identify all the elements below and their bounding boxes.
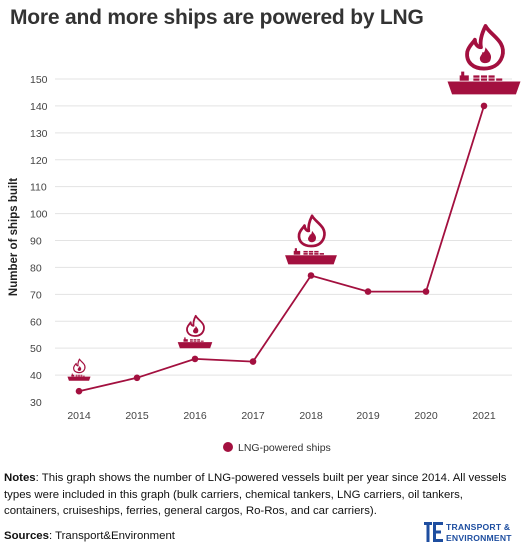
y-tick-label: 150 — [30, 74, 48, 86]
ship-with-flame-icon — [67, 358, 91, 382]
y-tick-label: 60 — [30, 316, 42, 328]
y-axis-label: Number of ships built — [8, 178, 20, 296]
data-point-2018 — [307, 272, 315, 279]
data-point-2015 — [133, 374, 141, 382]
line-chart: 30 40 50 60 70 80 90 100 110 120 130 140 150 2014 201… — [8, 24, 521, 454]
y-tick-label: 30 — [30, 397, 42, 409]
y-tick-label: 110 — [30, 182, 47, 194]
x-tick-label: 2017 — [241, 410, 265, 422]
x-tick-label: 2019 — [356, 410, 380, 422]
legend-label: LNG-powered ships — [238, 442, 331, 454]
y-tick-label: 100 — [30, 209, 48, 221]
x-tick-label: 2016 — [183, 410, 207, 422]
data-point-2017 — [249, 358, 257, 365]
data-point-2020 — [422, 288, 430, 295]
x-tick-label: 2021 — [472, 410, 496, 422]
y-tick-label: 130 — [30, 128, 48, 140]
y-tick-label: 50 — [30, 343, 42, 355]
transport-environment-logo: TRANSPORT & ENVIRONMENT — [424, 521, 520, 545]
ship-with-flame-icon — [177, 314, 213, 349]
logo-line-2: ENVIRONMENT — [446, 532, 512, 543]
x-tick-label: 2020 — [414, 410, 438, 422]
notes-text: : This graph shows the number of LNG-pow… — [4, 472, 507, 517]
legend-marker — [223, 442, 233, 452]
logo-line-1: TRANSPORT & — [446, 522, 511, 532]
data-point-2014 — [75, 387, 83, 395]
x-tick-label: 2015 — [125, 410, 149, 422]
data-point-2019 — [364, 288, 372, 295]
x-tick-label: 2014 — [67, 410, 91, 422]
y-tick-label: 90 — [30, 236, 42, 248]
te-logo-icon — [424, 522, 443, 542]
data-point-2021 — [480, 102, 488, 110]
notes: Notes: This graph shows the number of LN… — [4, 470, 518, 520]
x-tick-label: 2018 — [299, 410, 323, 422]
sources: Sources: Transport&Environment — [4, 530, 175, 542]
y-tick-label: 140 — [30, 101, 48, 113]
chart-title: More and more ships are powered by LNG — [10, 6, 424, 29]
y-tick-label: 80 — [30, 262, 42, 274]
ship-with-flame-icon — [446, 24, 521, 96]
sources-label: Sources — [4, 530, 49, 542]
legend: LNG-powered ships — [223, 442, 331, 454]
sources-text: : Transport&Environment — [48, 530, 175, 542]
y-tick-label: 70 — [30, 289, 42, 301]
series-line-lng-powered-ships — [78, 105, 485, 393]
y-tick-label: 40 — [30, 370, 42, 382]
data-point-2016 — [191, 355, 199, 363]
notes-label: Notes — [4, 472, 36, 484]
y-tick-label: 120 — [30, 155, 48, 167]
